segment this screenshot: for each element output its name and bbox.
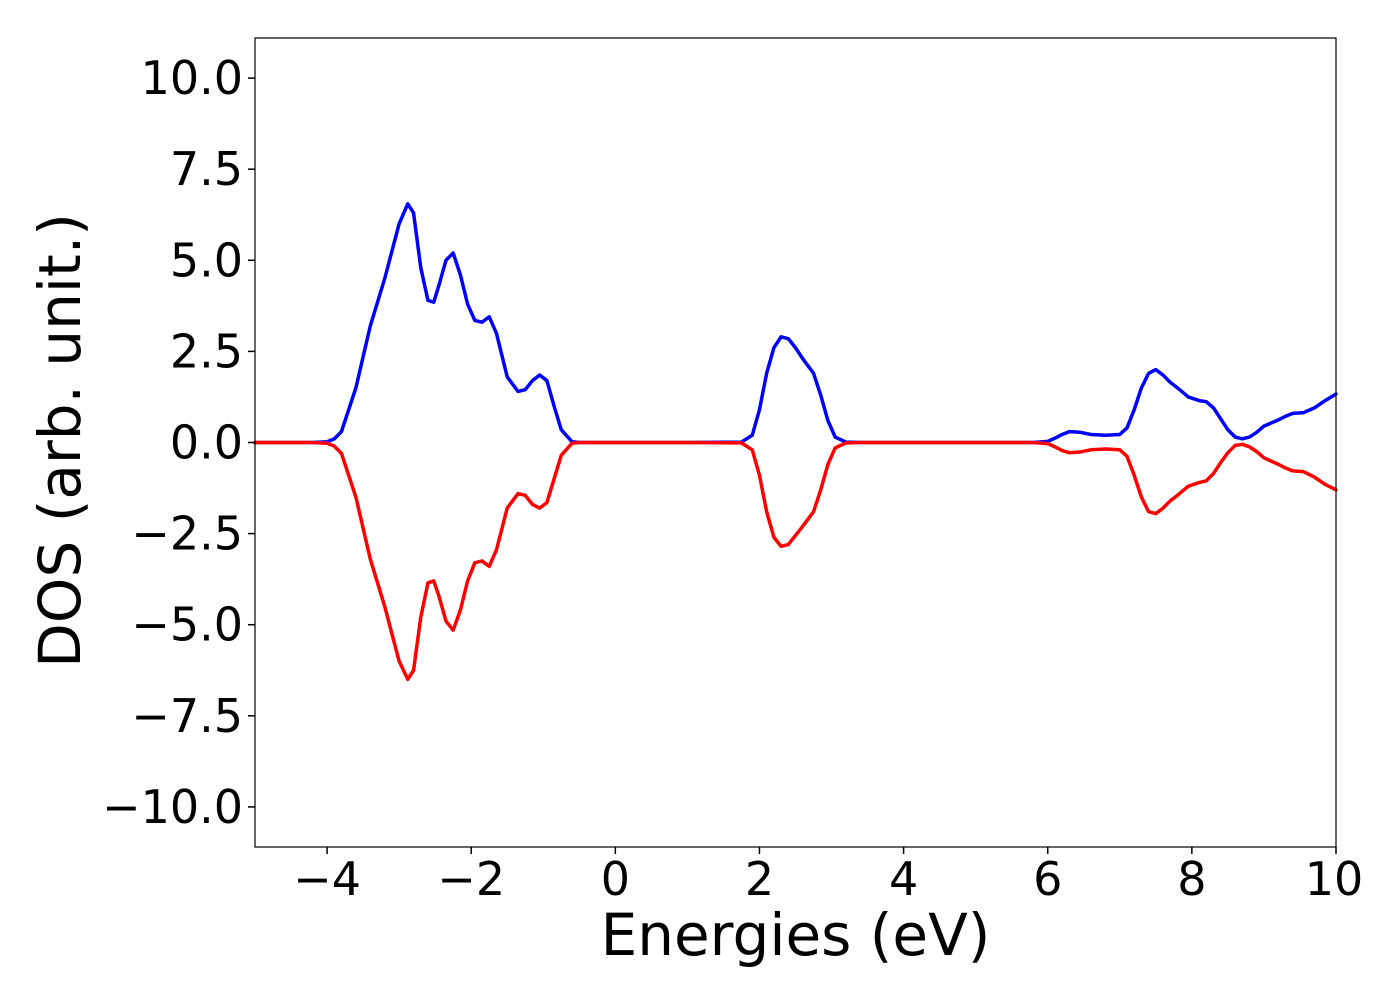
x-tick-label: 10 [1305,852,1364,906]
y-tick-label: 10.0 [141,51,243,105]
x-tick-label: 0 [601,852,630,906]
y-tick-label: 7.5 [170,142,243,196]
x-tick-label: −2 [437,852,505,906]
y-tick-label: −2.5 [131,507,243,561]
x-tick-label: −4 [293,852,361,906]
y-tick-label: 0.0 [170,416,243,470]
series-line-2 [253,440,1338,682]
x-axis-label: Energies (eV) [601,901,991,969]
y-tick-label: 5.0 [170,233,243,287]
x-tick-label: 4 [889,852,918,906]
x-tick-label: 2 [745,852,774,906]
y-tick-label: −7.5 [131,689,243,743]
y-tick-label: −10.0 [102,780,243,834]
x-tick-label: 6 [1033,852,1062,906]
series-line-1 [253,202,1338,445]
y-tick-label: 2.5 [170,324,243,378]
series-layer [253,202,1338,682]
y-tick-label: −5.0 [131,598,243,652]
ticks-layer: −4 −2 0 2 4 6 8 10 10.0 7.5 5.0 2.5 0.0 −2.5 −5.0 −7.5 −… [102,51,1363,906]
y-axis-label: DOS (arb. unit.) [26,213,94,668]
x-tick-label: 8 [1177,852,1206,906]
plot-frame [254,37,1337,848]
